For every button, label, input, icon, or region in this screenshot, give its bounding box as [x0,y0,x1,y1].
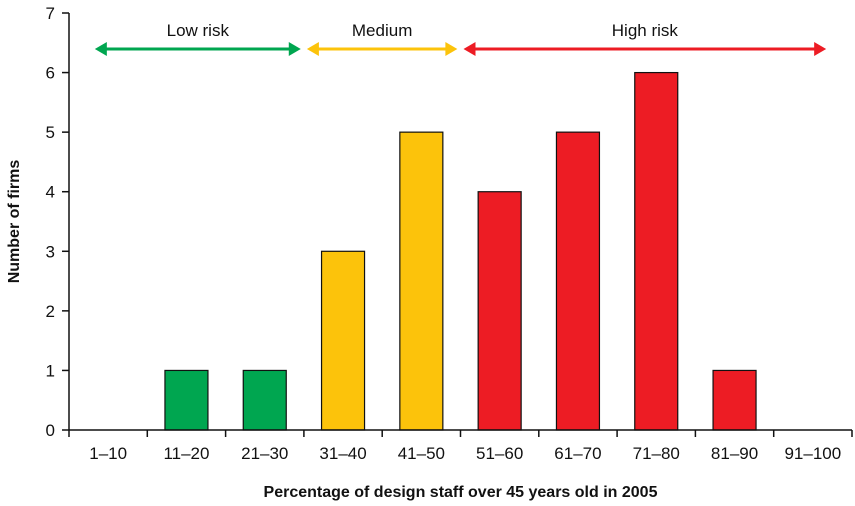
y-tick-label: 2 [46,302,55,321]
x-ticks: 1–10 11–20 21–30 31–40 41–50 51–60 61–70 71–80 8… [68,430,853,463]
risk-band-label: Low risk [167,21,230,40]
arrowhead-left-icon [463,42,476,56]
x-tick-label: 61–70 [554,444,601,463]
bars [164,71,757,431]
y-axis-title: Number of firms [6,160,23,284]
risk-band-high-risk: High risk [463,21,827,56]
bar-21–30 [242,369,287,431]
y-tick-label: 4 [46,183,55,202]
bar-71–80 [634,71,679,431]
x-tick-label: 31–40 [319,444,366,463]
axes [68,13,852,431]
bar-31–40 [320,250,366,431]
y-tick-label: 1 [46,361,55,380]
x-tick-label: 81–90 [711,444,758,463]
x-tick-label: 11–20 [163,444,209,463]
y-ticks: 0 1 2 3 4 5 6 7 [46,4,69,440]
bar-51–60 [477,191,522,431]
arrowhead-right-icon [814,42,827,56]
risk-band-label: Medium [352,21,412,40]
risk-band-medium: Medium [306,21,458,56]
y-tick-label: 5 [46,123,55,142]
y-tick-label: 3 [46,242,55,261]
y-tick-label: 0 [46,421,55,440]
risk-band-label: High risk [612,21,679,40]
arrowhead-left-icon [94,42,107,56]
y-tick-label: 6 [46,64,55,83]
x-tick-label: 1–10 [89,444,127,463]
x-tick-label: 91–100 [784,444,841,463]
bar-61–70 [555,131,601,431]
arrowhead-right-icon [445,42,458,56]
risk-band-low-risk: Low risk [94,21,301,56]
arrowhead-right-icon [288,42,301,56]
y-tick-label: 7 [46,4,55,23]
bar-11–20 [164,369,209,431]
bar-41–50 [399,131,444,431]
bar-81–90 [712,369,757,431]
x-tick-label: 51–60 [476,444,523,463]
x-tick-label: 41–50 [398,444,445,463]
risk-bands: Low risk Medium High risk [94,21,827,56]
x-tick-label: 71–80 [633,444,680,463]
x-tick-label: 21–30 [241,444,288,463]
x-axis-title: Percentage of design staff over 45 years… [264,484,658,501]
arrowhead-left-icon [306,42,319,56]
